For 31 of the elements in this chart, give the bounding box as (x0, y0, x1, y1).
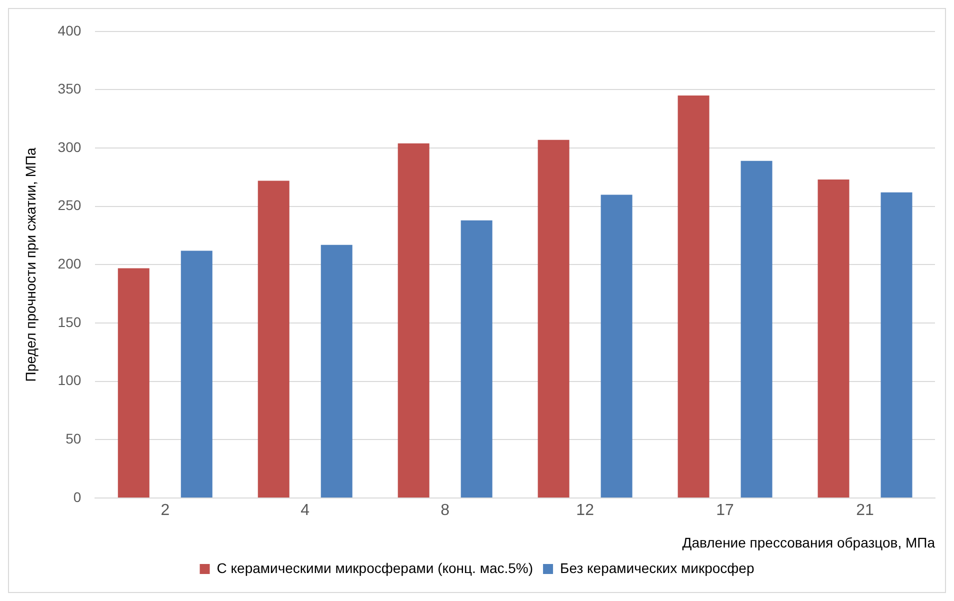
bar (180, 250, 212, 498)
bar (880, 192, 912, 498)
y-tick-label: 250 (58, 197, 82, 214)
x-tick-label: 2 (160, 502, 170, 520)
y-tick-label: 100 (58, 372, 82, 388)
bar (320, 244, 352, 498)
y-tick-label: 400 (58, 22, 82, 38)
x-tick-label: 4 (300, 502, 310, 520)
legend-label: Без керамических микросфер (560, 560, 754, 576)
bar (118, 268, 150, 498)
y-tick-label: 300 (58, 138, 82, 155)
bar (538, 140, 570, 498)
y-tick-label: 150 (58, 314, 82, 330)
bar (460, 220, 492, 498)
x-axis-title: Давление прессования образцов, МПа (682, 534, 936, 550)
legend-label: С керамическими микросферами (конц. мас.5%) (216, 560, 534, 576)
y-tick-label: 50 (66, 430, 82, 447)
bar (600, 194, 632, 498)
x-tick-label: 17 (716, 502, 734, 520)
y-tick-label: 350 (58, 80, 82, 97)
y-axis-title: Предел прочности при сжатии, МПа (22, 147, 38, 382)
bar (740, 160, 772, 498)
y-tick-label: 200 (58, 256, 82, 272)
bar (258, 180, 290, 498)
y-tick-label: 0 (73, 488, 82, 505)
bar (818, 180, 850, 498)
x-tick-label: 8 (440, 502, 450, 520)
bar (678, 96, 710, 498)
bar (398, 143, 430, 498)
x-tick-label: 21 (856, 502, 874, 520)
x-tick-label: 12 (576, 502, 594, 520)
